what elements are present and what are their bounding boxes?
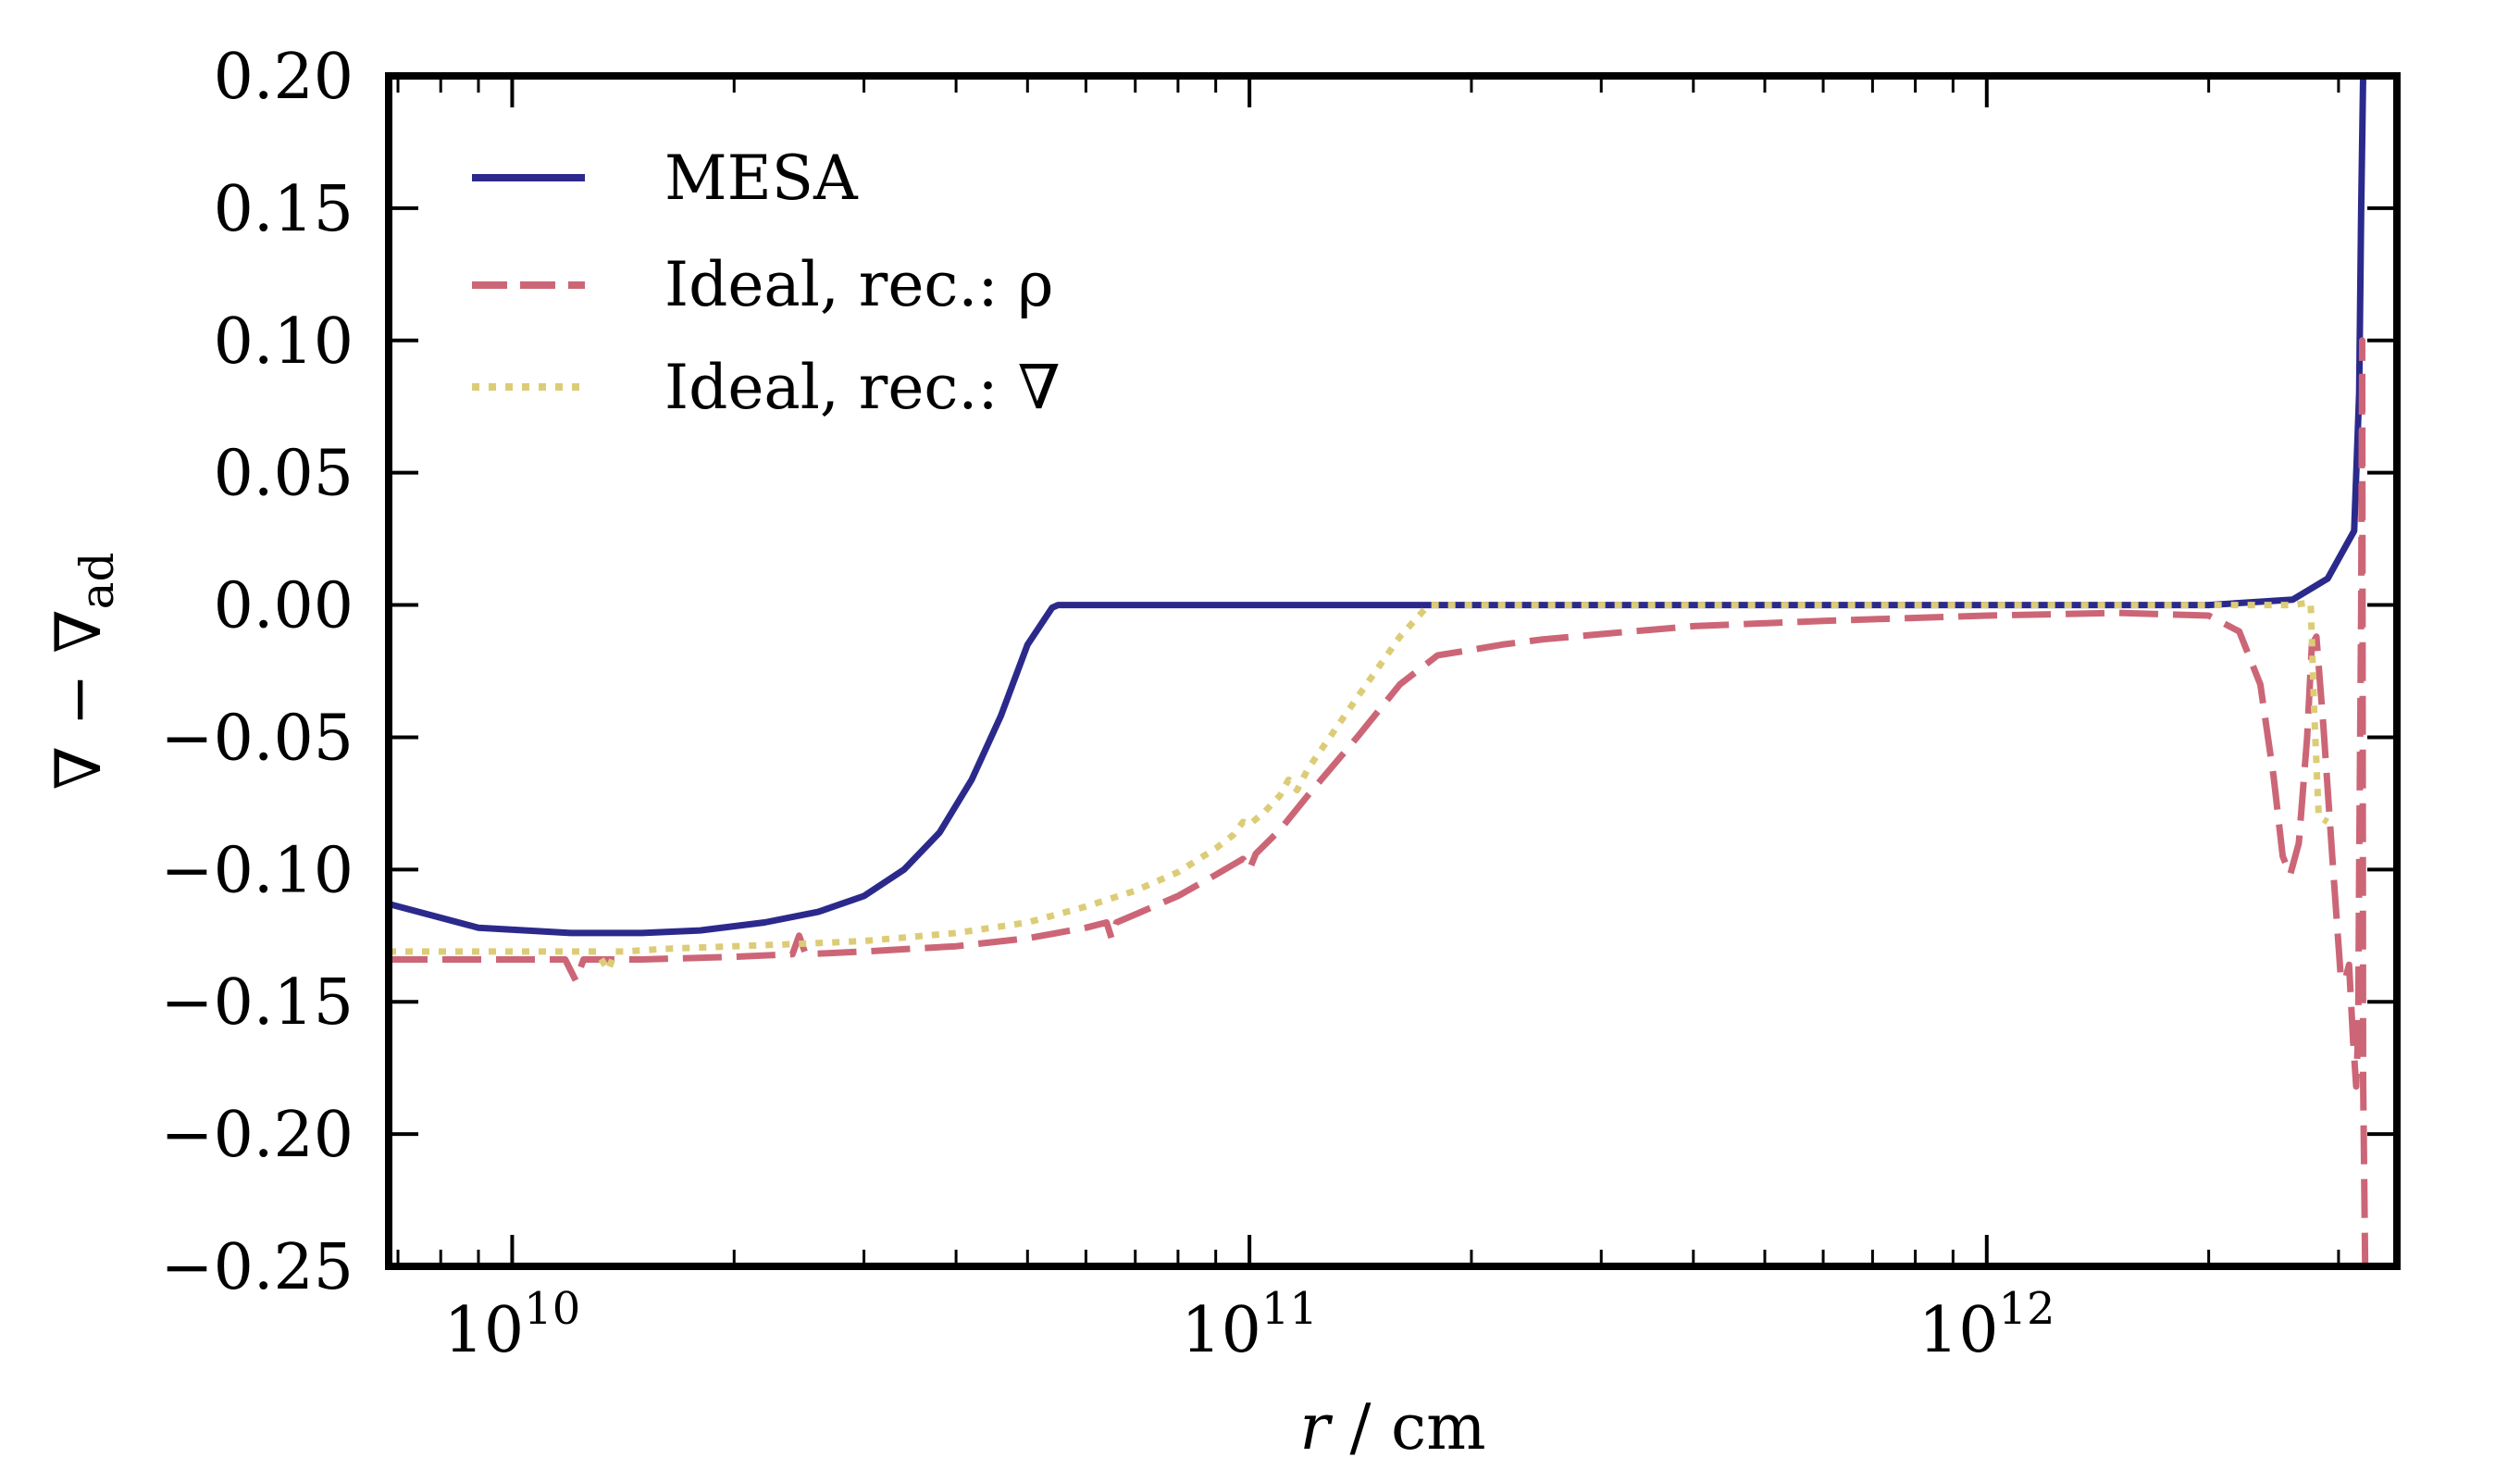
legend-label-ideal-nabla: Ideal, rec.: ∇ (664, 352, 1061, 423)
y-tick-label: 0.15 (214, 173, 354, 246)
y-tick-label: −0.20 (161, 1099, 354, 1172)
y-tick-label: −0.15 (161, 966, 354, 1040)
y-axis-title: ∇ − ∇ad (43, 553, 124, 791)
y-tick-label: 0.00 (214, 570, 354, 643)
x-tick-label: 1012 (1918, 1283, 2055, 1367)
y-tick-labels: 0.20 0.15 0.10 0.05 0.00 −0.05 −0.10 −0.15 −0.20… (161, 41, 354, 1304)
y-tick-label: −0.05 (161, 702, 354, 775)
series-line-ideal-rec-rho (389, 337, 2369, 1266)
y-axis-title-main: ∇ − ∇ (43, 609, 116, 790)
y-tick-label: 0.05 (214, 438, 354, 511)
x-tick-label: 1010 (444, 1283, 581, 1367)
y-tick-label: −0.10 (161, 834, 354, 907)
y-tick-label: 0.10 (214, 305, 354, 379)
legend: MESA Ideal, rec.: ρ Ideal, rec.: ∇ (472, 143, 1061, 423)
y-axis-title-subscript: ad (70, 553, 124, 610)
x-axis-title-unit: / cm (1330, 1391, 1486, 1464)
y-tick-label: 0.20 (214, 41, 354, 114)
x-axis-title: r / cm (1299, 1391, 1485, 1464)
series-line-ideal-rec-nabla (389, 599, 2329, 974)
x-axis-title-variable: r (1299, 1391, 1333, 1464)
x-tick-label: 1011 (1181, 1283, 1318, 1367)
y-tick-label: −0.25 (161, 1231, 354, 1304)
legend-label-mesa: MESA (664, 143, 859, 214)
plot-frame (385, 72, 2401, 1270)
x-tick-labels: 1010 1011 1012 (444, 1283, 2055, 1367)
series-layer (389, 76, 2369, 1266)
legend-label-ideal-rho: Ideal, rec.: ρ (664, 249, 1053, 320)
series-line-mesa (389, 76, 2366, 937)
tick-marks (389, 74, 2397, 1268)
